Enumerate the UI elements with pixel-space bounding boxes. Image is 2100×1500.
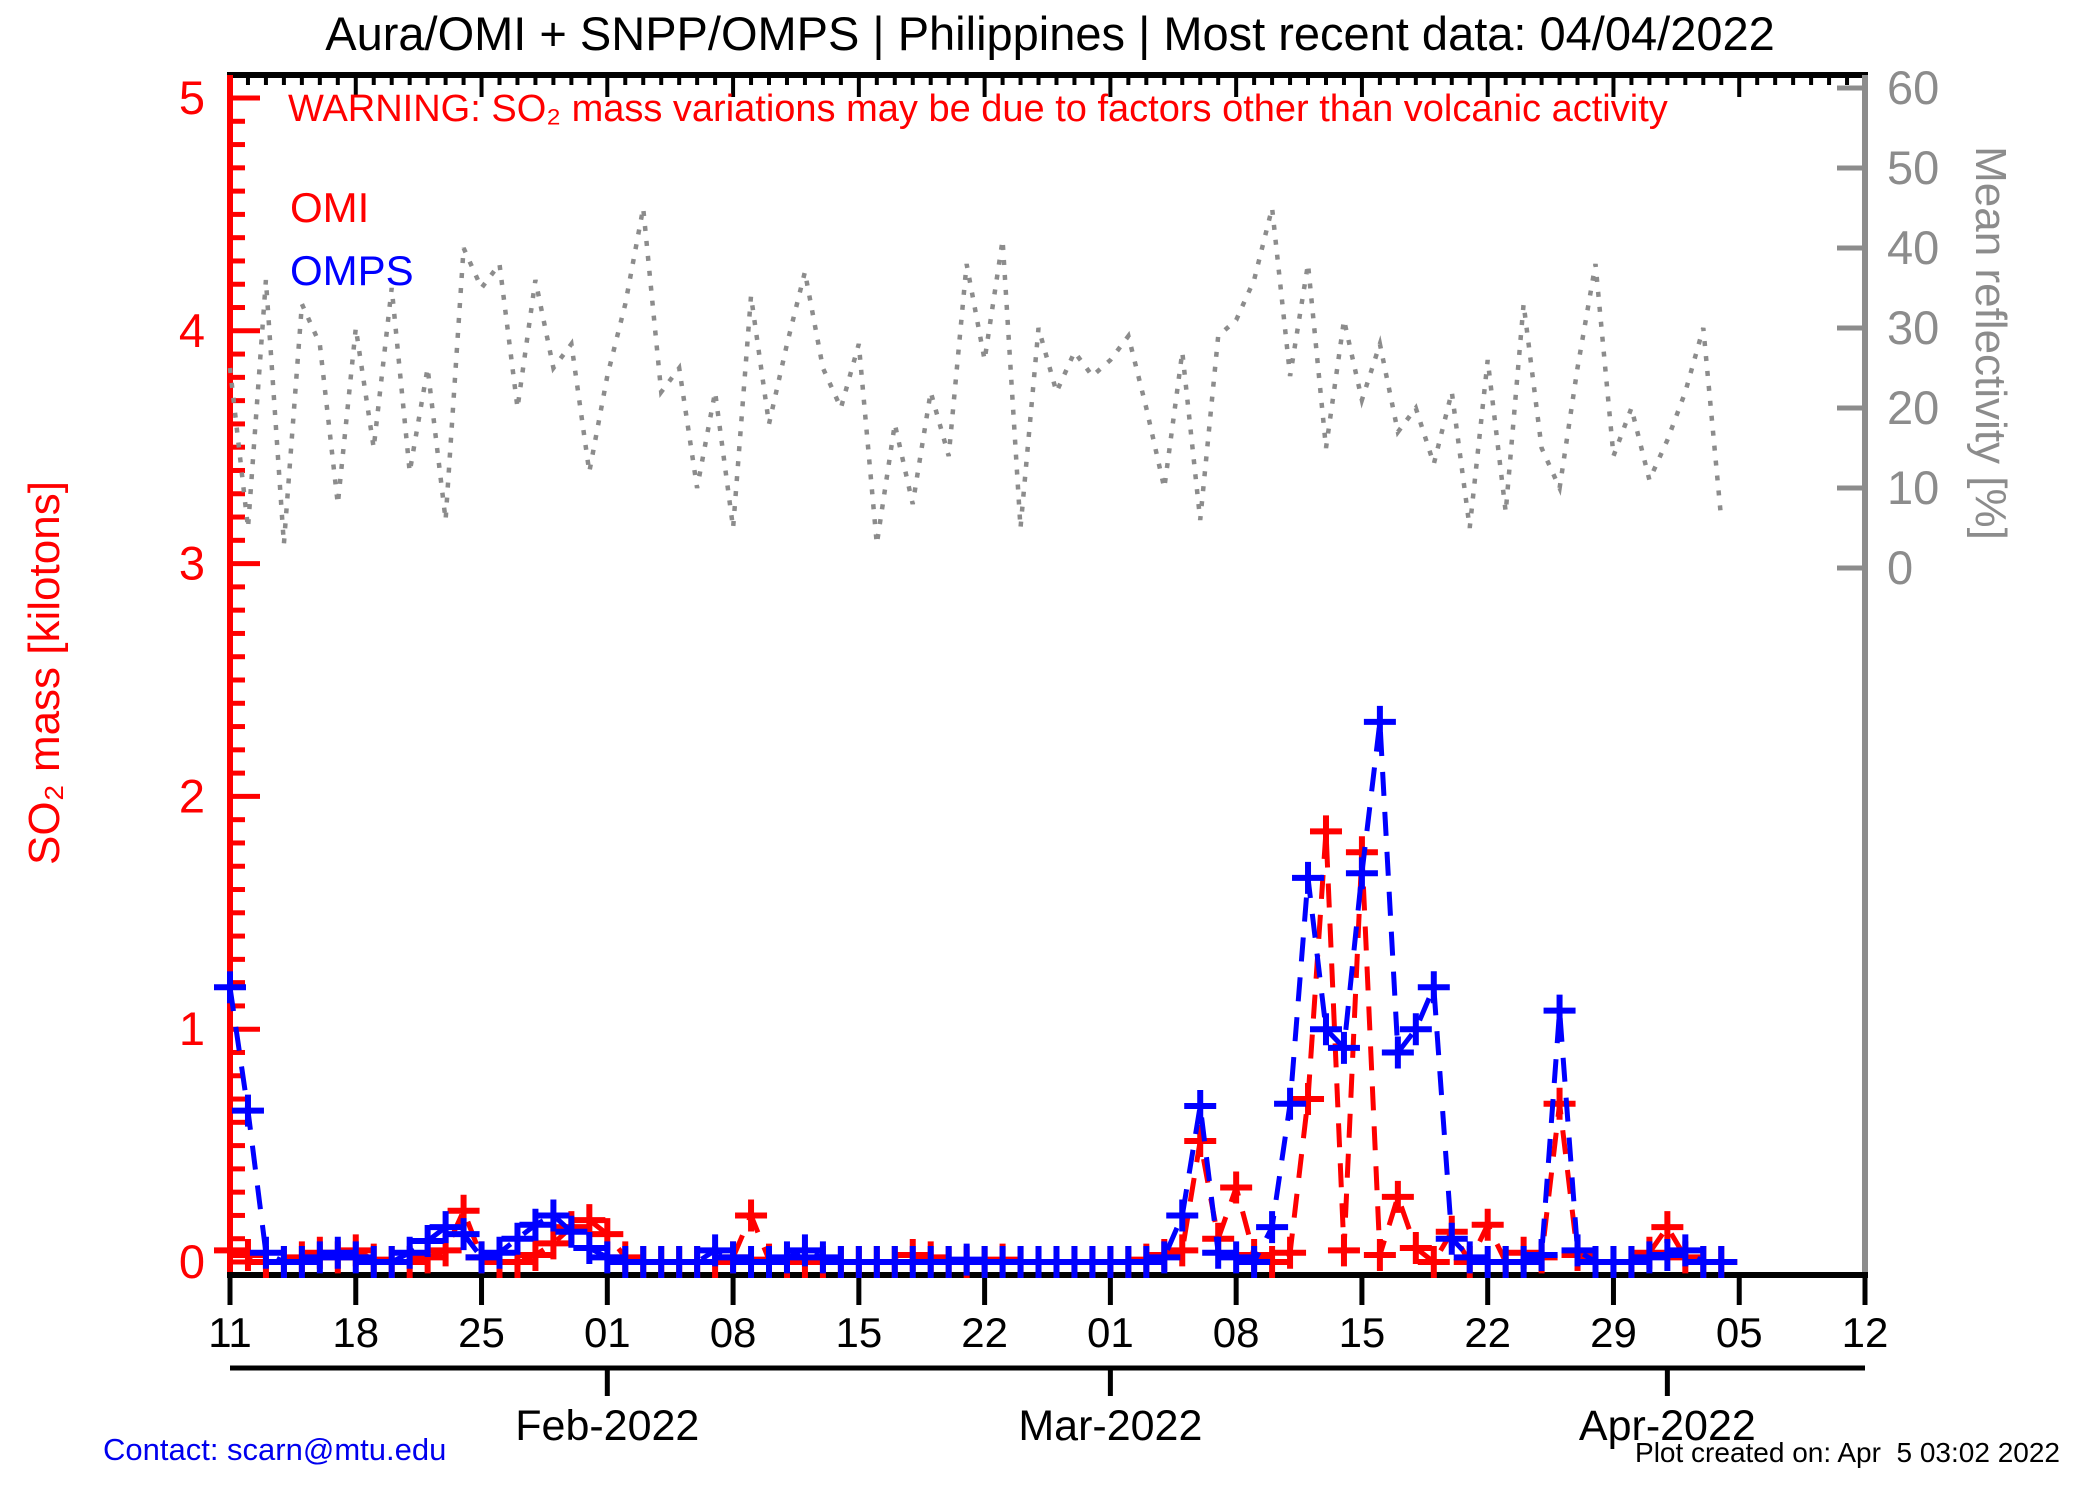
so2-tick-label: 4 bbox=[179, 304, 205, 357]
reflectivity-tick-label: 40 bbox=[1887, 221, 1939, 274]
x-tick-label: 01 bbox=[1087, 1309, 1134, 1356]
x-tick-label: 11 bbox=[208, 1309, 252, 1356]
x-tick-label: 15 bbox=[835, 1309, 882, 1356]
reflectivity-tick-label: 10 bbox=[1887, 461, 1939, 514]
reflectivity-tick-label: 20 bbox=[1887, 381, 1939, 434]
warning-text: WARNING: SO₂ mass variations may be due … bbox=[288, 88, 1668, 130]
legend-item-omps: OMPS bbox=[290, 247, 414, 294]
x-tick-label: 12 bbox=[1842, 1309, 1889, 1356]
month-label: Feb-2022 bbox=[515, 1402, 699, 1450]
legend-item-omi: OMI bbox=[290, 184, 370, 231]
reflectivity-tick-label: 60 bbox=[1887, 61, 1939, 114]
x-tick-label: 08 bbox=[1213, 1309, 1260, 1356]
reflectivity-tick-label: 50 bbox=[1887, 141, 1939, 194]
x-tick-label: 29 bbox=[1590, 1309, 1637, 1356]
x-tick-label: 08 bbox=[710, 1309, 757, 1356]
reflectivity-tick-label: 30 bbox=[1887, 301, 1939, 354]
footer-contact: Contact: scarn@mtu.edu bbox=[103, 1432, 447, 1467]
x-tick-label: 05 bbox=[1716, 1309, 1763, 1356]
footer-created-timestamp: Plot created on: Apr 5 03:02 2022 bbox=[1635, 1437, 2060, 1468]
x-tick-label: 01 bbox=[584, 1309, 631, 1356]
reflectivity-tick-label: 0 bbox=[1887, 541, 1913, 594]
month-label: Apr-2022 bbox=[1579, 1402, 1756, 1450]
so2-tick-label: 2 bbox=[179, 769, 205, 822]
omps-series bbox=[227, 721, 1722, 1265]
so2-tick-label: 5 bbox=[179, 71, 205, 124]
page-title: Aura/OMI + SNPP/OMPS | Philippines | Mos… bbox=[325, 7, 1775, 60]
x-tick-label: 22 bbox=[961, 1309, 1008, 1356]
month-label: Mar-2022 bbox=[1018, 1402, 1202, 1450]
y-axis-label-reflectivity: Mean reflectivity [%] bbox=[1966, 146, 2015, 540]
y-axis-label-so2: SO₂ mass [kilotons] bbox=[20, 481, 69, 865]
x-tick-label: 15 bbox=[1339, 1309, 1386, 1356]
omi-series bbox=[229, 831, 1722, 1268]
so2-tick-label: 0 bbox=[179, 1235, 205, 1288]
x-tick-label: 25 bbox=[458, 1309, 505, 1356]
so2-tick-label: 3 bbox=[179, 537, 205, 590]
x-tick-label: 18 bbox=[332, 1309, 379, 1356]
reflectivity-series bbox=[227, 207, 1724, 545]
x-tick-label: 22 bbox=[1464, 1309, 1511, 1356]
so2-tick-label: 1 bbox=[179, 1002, 205, 1055]
